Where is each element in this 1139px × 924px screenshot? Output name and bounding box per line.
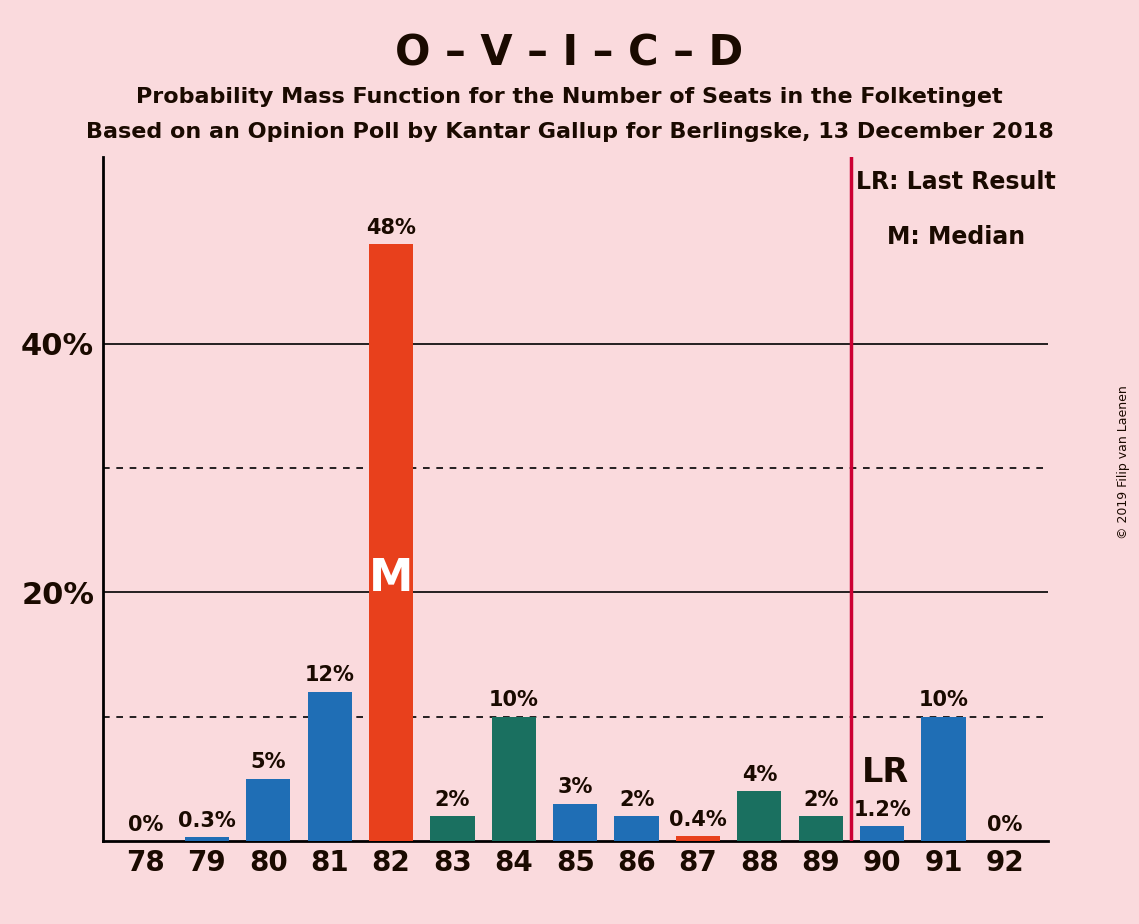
Text: 0%: 0% — [128, 815, 163, 834]
Text: Based on an Opinion Poll by Kantar Gallup for Berlingske, 13 December 2018: Based on an Opinion Poll by Kantar Gallu… — [85, 122, 1054, 142]
Bar — [492, 716, 536, 841]
Text: 5%: 5% — [251, 752, 286, 772]
Text: 48%: 48% — [366, 218, 416, 237]
Bar — [308, 692, 352, 841]
Text: 4%: 4% — [741, 765, 777, 784]
Text: 12%: 12% — [305, 665, 354, 686]
Text: 0.3%: 0.3% — [178, 811, 236, 831]
Text: 2%: 2% — [435, 790, 470, 809]
Text: 2%: 2% — [618, 790, 654, 809]
Bar — [185, 837, 229, 841]
Text: Probability Mass Function for the Number of Seats in the Folketinget: Probability Mass Function for the Number… — [137, 87, 1002, 107]
Text: LR: Last Result: LR: Last Result — [855, 169, 1056, 193]
Text: 10%: 10% — [918, 690, 968, 711]
Text: M: Median: M: Median — [887, 225, 1025, 249]
Text: O – V – I – C – D: O – V – I – C – D — [395, 32, 744, 74]
Text: 0%: 0% — [988, 815, 1023, 834]
Bar — [431, 816, 475, 841]
Bar — [798, 816, 843, 841]
Text: 2%: 2% — [803, 790, 838, 809]
Bar — [246, 779, 290, 841]
Text: 1.2%: 1.2% — [853, 799, 911, 820]
Bar — [737, 791, 781, 841]
Bar — [369, 244, 413, 841]
Bar — [554, 804, 597, 841]
Bar — [675, 836, 720, 841]
Bar — [614, 816, 658, 841]
Text: LR: LR — [861, 756, 909, 788]
Bar — [921, 716, 966, 841]
Text: 3%: 3% — [557, 777, 593, 797]
Text: 10%: 10% — [489, 690, 539, 711]
Text: M: M — [369, 557, 413, 600]
Bar — [860, 826, 904, 841]
Text: © 2019 Filip van Laenen: © 2019 Filip van Laenen — [1117, 385, 1130, 539]
Text: 0.4%: 0.4% — [669, 809, 727, 830]
